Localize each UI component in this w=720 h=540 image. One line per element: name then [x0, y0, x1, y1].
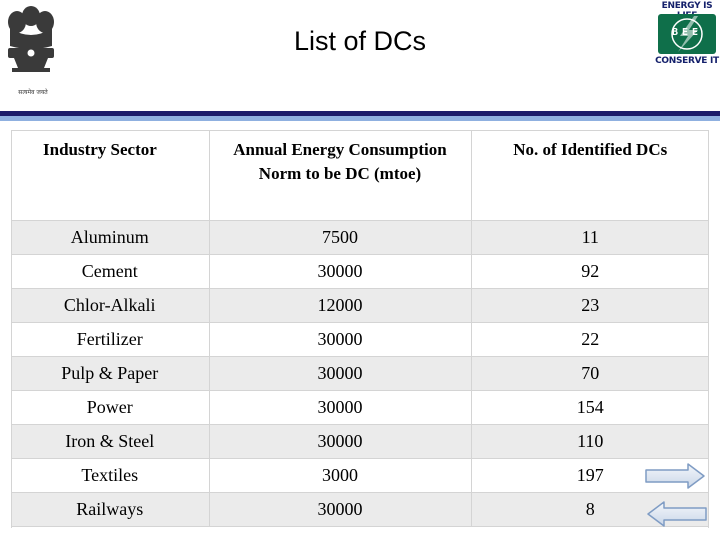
cell-count: 22: [471, 322, 709, 357]
next-slide-button[interactable]: [644, 462, 706, 490]
cell-norm: 7500: [209, 220, 472, 255]
cell-count: 70: [471, 356, 709, 391]
lion-capital-icon: [8, 6, 54, 72]
cell-sector: Aluminum: [11, 220, 210, 255]
cell-sector: Iron & Steel: [11, 424, 210, 459]
cell-count: 154: [471, 390, 709, 425]
table-row: Chlor-Alkali 12000 23: [11, 288, 709, 323]
column-header-industry-sector: Industry Sector: [11, 130, 210, 221]
header-divider-dark: [0, 111, 720, 116]
table-header-row: Industry Sector Annual Energy Consumptio…: [11, 130, 709, 221]
table-row: Power 30000 154: [11, 390, 709, 425]
table-row: Cement 30000 92: [11, 254, 709, 289]
cell-count: 110: [471, 424, 709, 459]
table-row: Railways 30000 8: [11, 492, 709, 527]
cell-norm: 30000: [209, 356, 472, 391]
cell-count: 11: [471, 220, 709, 255]
column-header-energy-norm: Annual Energy Consumption Norm to be DC …: [209, 130, 472, 221]
arrow-left-icon: [647, 501, 707, 527]
emblem-caption: सत्यमेव जयते: [18, 89, 48, 96]
bee-logo: ENERGY IS LIFE BEE CONSERVE IT: [654, 0, 720, 70]
cell-sector: Textiles: [11, 458, 210, 493]
cell-norm: 12000: [209, 288, 472, 323]
table-row: Textiles 3000 197: [11, 458, 709, 493]
logo-acronym: BEE: [671, 27, 703, 38]
cell-sector: Railways: [11, 492, 210, 527]
cell-sector: Fertilizer: [11, 322, 210, 357]
header-divider-light: [0, 116, 720, 121]
cell-norm: 30000: [209, 424, 472, 459]
cell-count: 23: [471, 288, 709, 323]
table-row: Aluminum 7500 11: [11, 220, 709, 255]
logo-badge: [658, 14, 716, 54]
cell-count: 197: [471, 458, 709, 493]
table-row: Fertilizer 30000 22: [11, 322, 709, 357]
lightning-bolt-icon: [671, 16, 703, 52]
slide-header: सत्यमेव जयते List of DCs ENERGY IS LIFE …: [0, 0, 720, 110]
arrow-right-icon: [645, 463, 705, 489]
cell-norm: 3000: [209, 458, 472, 493]
cell-sector: Power: [11, 390, 210, 425]
cell-count: 92: [471, 254, 709, 289]
cell-norm: 30000: [209, 390, 472, 425]
cell-norm: 30000: [209, 492, 472, 527]
cell-norm: 30000: [209, 254, 472, 289]
cell-sector: Cement: [11, 254, 210, 289]
national-emblem-logo: सत्यमेव जयते: [2, 2, 60, 98]
cell-norm: 30000: [209, 322, 472, 357]
dc-table: Industry Sector Annual Energy Consumptio…: [11, 130, 709, 527]
cell-sector: Chlor-Alkali: [11, 288, 210, 323]
cell-sector: Pulp & Paper: [11, 356, 210, 391]
table-row: Pulp & Paper 30000 70: [11, 356, 709, 391]
logo-tagline-bottom: CONSERVE IT: [655, 56, 719, 66]
previous-slide-button[interactable]: [646, 500, 708, 528]
column-header-identified-dcs: No. of Identified DCs: [471, 130, 709, 221]
slide-title: List of DCs: [293, 26, 427, 56]
table-row: Iron & Steel 30000 110: [11, 424, 709, 459]
